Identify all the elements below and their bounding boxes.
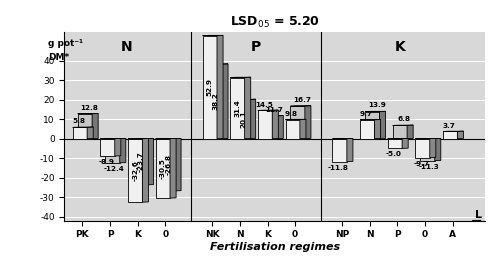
Polygon shape xyxy=(202,35,223,36)
Polygon shape xyxy=(156,138,176,139)
Polygon shape xyxy=(115,138,121,156)
Polygon shape xyxy=(332,138,353,139)
Polygon shape xyxy=(217,35,223,139)
Text: P: P xyxy=(251,40,262,54)
Text: -11.3: -11.3 xyxy=(418,164,440,170)
Polygon shape xyxy=(133,138,154,139)
Text: DM*: DM* xyxy=(48,53,69,62)
Bar xyxy=(106,139,120,163)
Text: 14.5: 14.5 xyxy=(254,101,272,108)
Polygon shape xyxy=(258,110,278,111)
Text: 5.8: 5.8 xyxy=(72,119,85,124)
Bar xyxy=(128,139,142,202)
Text: -5.0: -5.0 xyxy=(386,151,402,157)
Polygon shape xyxy=(142,138,148,202)
Polygon shape xyxy=(416,138,436,139)
Text: 11.7: 11.7 xyxy=(266,107,283,113)
Polygon shape xyxy=(222,64,228,139)
Text: K: K xyxy=(394,40,406,54)
Bar xyxy=(258,111,272,139)
Polygon shape xyxy=(92,113,98,139)
Polygon shape xyxy=(420,138,441,139)
Polygon shape xyxy=(458,131,464,139)
X-axis label: Fertilisation regimes: Fertilisation regimes xyxy=(210,242,340,252)
Bar xyxy=(290,106,305,139)
Text: N: N xyxy=(120,40,132,54)
Bar xyxy=(156,139,170,198)
Bar xyxy=(235,100,250,139)
Bar xyxy=(208,64,222,139)
Polygon shape xyxy=(272,110,278,139)
Polygon shape xyxy=(120,138,126,163)
Bar xyxy=(100,139,115,156)
Bar xyxy=(202,36,217,139)
Polygon shape xyxy=(78,113,98,114)
Polygon shape xyxy=(106,138,126,139)
Text: 16.7: 16.7 xyxy=(293,97,311,103)
Text: -9.7: -9.7 xyxy=(413,160,429,167)
Title: LSD$_{05}$ = 5.20: LSD$_{05}$ = 5.20 xyxy=(230,15,320,30)
Text: -11.8: -11.8 xyxy=(328,164,348,171)
Text: -23.7: -23.7 xyxy=(138,151,143,172)
Bar xyxy=(286,120,300,139)
Text: -12.4: -12.4 xyxy=(104,166,124,172)
Text: g pot⁻¹: g pot⁻¹ xyxy=(48,39,83,48)
Polygon shape xyxy=(100,138,121,139)
Text: L: L xyxy=(475,210,482,221)
Text: 9.7: 9.7 xyxy=(360,111,372,117)
Bar xyxy=(388,139,402,148)
Text: 38.2: 38.2 xyxy=(212,93,218,111)
Polygon shape xyxy=(235,99,256,100)
Text: 20.1: 20.1 xyxy=(240,110,246,128)
Text: 3.7: 3.7 xyxy=(442,123,455,128)
Text: -26.8: -26.8 xyxy=(166,154,172,175)
Text: -32.6: -32.6 xyxy=(132,160,138,181)
Polygon shape xyxy=(170,138,176,198)
Polygon shape xyxy=(305,106,311,139)
Polygon shape xyxy=(160,138,181,139)
Polygon shape xyxy=(430,138,436,158)
Text: 9.8: 9.8 xyxy=(285,111,298,117)
Polygon shape xyxy=(347,138,353,162)
Text: 6.8: 6.8 xyxy=(398,116,411,122)
Bar xyxy=(416,139,430,158)
Polygon shape xyxy=(250,99,256,139)
Polygon shape xyxy=(402,138,408,148)
Bar xyxy=(392,125,407,139)
Polygon shape xyxy=(300,119,306,139)
Polygon shape xyxy=(380,111,386,139)
Polygon shape xyxy=(374,120,380,139)
Polygon shape xyxy=(277,116,283,139)
Polygon shape xyxy=(407,125,413,139)
Bar xyxy=(133,139,148,185)
Polygon shape xyxy=(128,138,148,139)
Text: 12.8: 12.8 xyxy=(80,105,98,111)
Bar xyxy=(365,112,380,139)
Polygon shape xyxy=(434,138,441,161)
Bar xyxy=(78,114,92,139)
Bar xyxy=(73,127,87,139)
Bar xyxy=(360,120,374,139)
Bar xyxy=(443,131,458,139)
Bar xyxy=(263,116,277,139)
Text: 31.4: 31.4 xyxy=(234,99,240,117)
Polygon shape xyxy=(365,111,386,112)
Bar xyxy=(160,139,175,191)
Polygon shape xyxy=(244,77,250,139)
Polygon shape xyxy=(388,138,408,139)
Polygon shape xyxy=(286,119,306,120)
Polygon shape xyxy=(148,138,154,185)
Bar xyxy=(420,139,434,161)
Text: 52.9: 52.9 xyxy=(207,78,213,96)
Text: 13.9: 13.9 xyxy=(368,103,386,108)
Text: -8.9: -8.9 xyxy=(98,159,114,165)
Bar xyxy=(230,77,244,139)
Polygon shape xyxy=(87,127,93,139)
Bar xyxy=(332,139,347,162)
Text: -30.5: -30.5 xyxy=(160,158,166,179)
Polygon shape xyxy=(175,138,181,191)
